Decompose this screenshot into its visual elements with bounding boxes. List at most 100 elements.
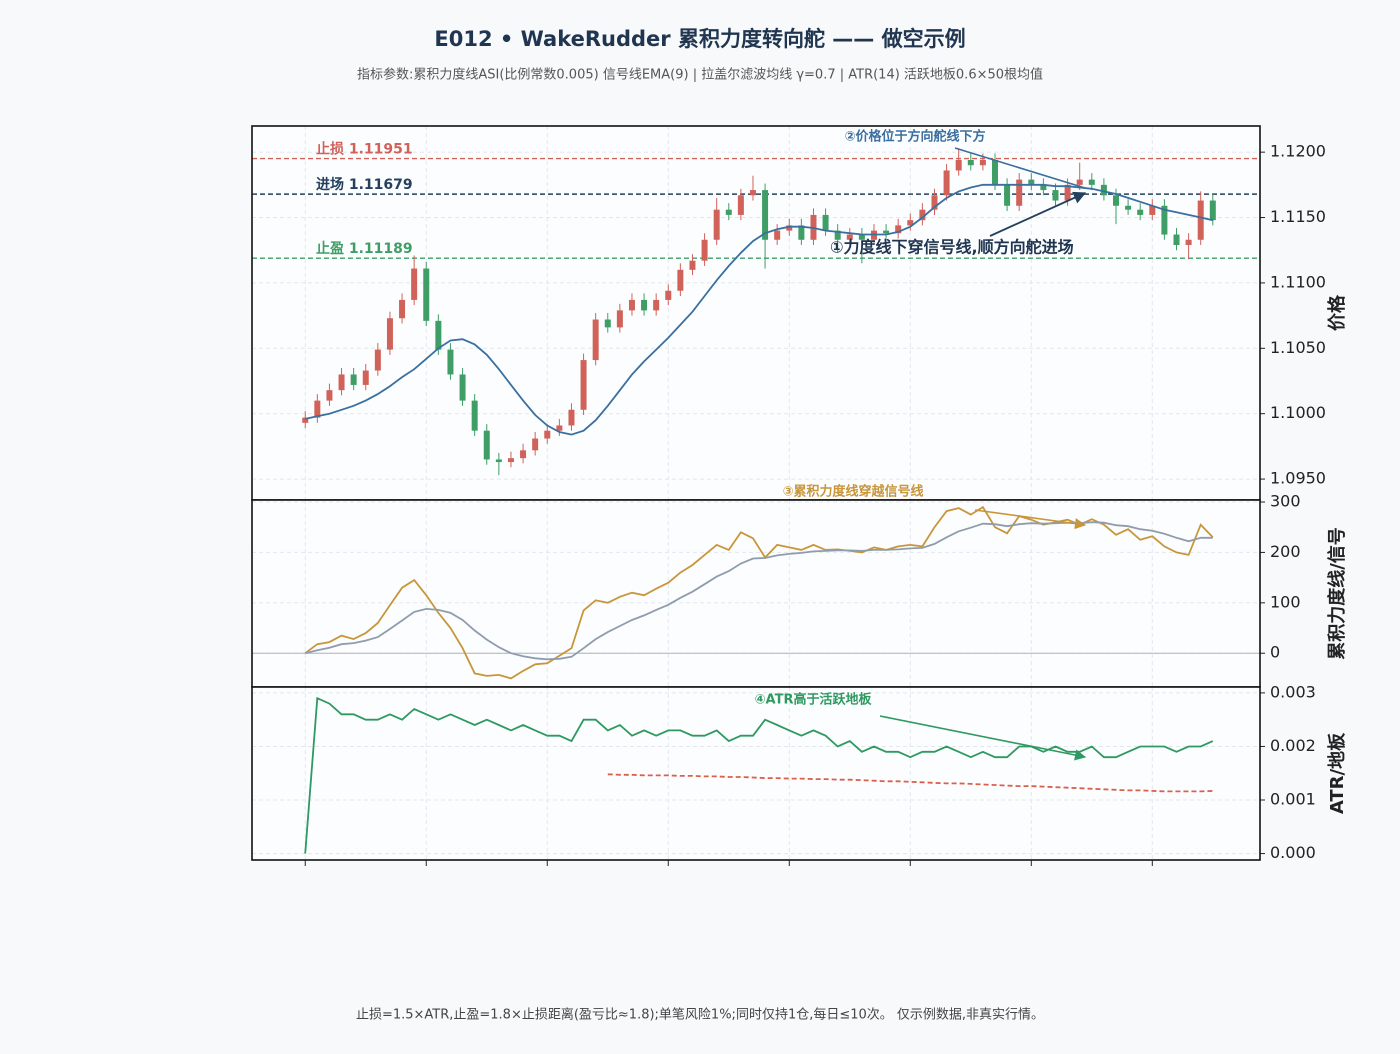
candle-body: [580, 360, 587, 410]
candle-body: [338, 374, 345, 391]
candle-body: [822, 214, 829, 231]
candle-body: [616, 310, 623, 328]
candle-body: [1016, 179, 1023, 206]
annotation: ③累积力度线穿越信号线: [782, 484, 923, 500]
candle-body: [556, 425, 563, 431]
candle-body: [786, 225, 793, 231]
level-label: 进场 1.11679: [316, 177, 413, 193]
candle-body: [435, 320, 442, 350]
level-label: 止损 1.11951: [316, 141, 413, 158]
y-tick-label: 200: [1270, 542, 1301, 561]
y-tick-label: 300: [1270, 492, 1301, 511]
candle-body: [1125, 205, 1132, 210]
y-tick-label: 1.1150: [1270, 207, 1326, 226]
candle-body: [725, 209, 732, 215]
candle-body: [314, 400, 321, 418]
candle-body: [326, 390, 333, 401]
candle-body: [1076, 179, 1083, 185]
chart-title: E012 • WakeRudder 累积力度转向舵 —— 做空示例: [434, 27, 965, 51]
candle-body: [907, 220, 914, 226]
y-tick-label: 1.1000: [1270, 403, 1326, 422]
candle-body: [641, 299, 648, 311]
candle-body: [483, 430, 490, 460]
candle-body: [919, 209, 926, 221]
y-tick-label: 0.001: [1270, 790, 1316, 809]
candle-body: [689, 260, 696, 270]
y-tick-label: 0.000: [1270, 843, 1316, 862]
candle-body: [737, 195, 744, 215]
candle-body: [1088, 179, 1095, 185]
candle-body: [1028, 179, 1035, 185]
candle-body: [1100, 184, 1107, 196]
candle-body: [423, 268, 430, 321]
candle-body: [1113, 195, 1119, 206]
annotation: ①力度线下穿信号线,顺方向舵进场: [830, 238, 1074, 257]
series-line: [607, 773, 1213, 793]
annotation-arrow: [954, 147, 1086, 189]
y-axis-label: ATR/地板: [1326, 732, 1348, 814]
candle-body: [544, 430, 551, 439]
candle-body: [967, 160, 974, 166]
candle-body: [931, 195, 938, 210]
filter-line: [305, 183, 1213, 436]
y-tick-label: 1.1050: [1270, 338, 1326, 357]
candle-body: [1185, 239, 1192, 245]
candle-body: [883, 230, 890, 234]
candle-body: [1149, 205, 1156, 215]
candle-body: [701, 239, 708, 261]
footer-note: 止损=1.5×ATR,止盈=1.8×止损距离(盈亏比≈1.8);单笔风险1%;同…: [356, 1007, 1044, 1023]
candle-body: [665, 290, 672, 300]
y-tick-label: 0.002: [1270, 736, 1316, 755]
candle-body: [1004, 184, 1011, 206]
annotation-arrow: [989, 191, 1087, 237]
candle-body: [399, 299, 406, 319]
candle-body: [1137, 209, 1144, 215]
candle-body: [592, 319, 599, 361]
y-tick-label: 1.1100: [1270, 272, 1326, 291]
candle-body: [495, 459, 502, 463]
candle-body: [991, 160, 998, 185]
annotation-arrow: [974, 509, 1087, 530]
candle-body: [677, 269, 684, 291]
candle-body: [713, 209, 720, 240]
y-tick-label: 100: [1270, 592, 1301, 611]
candle-body: [1064, 184, 1071, 201]
candle-body: [955, 160, 962, 171]
candle-body: [774, 230, 781, 240]
candle-body: [604, 319, 611, 328]
candle-body: [628, 299, 635, 311]
candle-body: [350, 374, 357, 385]
candle-body: [1173, 234, 1180, 245]
candle-body: [302, 417, 309, 423]
y-tick-label: 0.003: [1270, 682, 1316, 701]
candle-body: [653, 299, 660, 311]
panel-background: [252, 500, 1260, 687]
candle-body: [374, 349, 381, 371]
chart-subtitle: 指标参数:累积力度线ASI(比例常数0.005) 信号线EMA(9) | 拉盖尔…: [357, 67, 1043, 83]
candle-body: [979, 160, 986, 166]
candle-body: [846, 234, 853, 240]
y-tick-label: 1.1200: [1270, 142, 1326, 161]
candle-body: [471, 400, 478, 431]
candle-body: [749, 190, 756, 196]
candle-body: [943, 170, 950, 196]
plot-layer: 1.0950 1.1000 1.1050 1.1100 1.1150 1.1200 价格 止损…: [251, 125, 1348, 866]
y-tick-label: 0: [1270, 643, 1280, 662]
candle-body: [1161, 205, 1168, 235]
annotation-arrow: [879, 715, 1087, 761]
annotation: ②价格位于方向舵线下方: [844, 129, 985, 145]
panel-frame: [251, 686, 1261, 861]
candle-body: [1197, 200, 1204, 240]
candle-body: [834, 230, 841, 240]
level-label: 止盈 1.11189: [316, 240, 413, 257]
candle-body: [1052, 190, 1059, 201]
candle-body: [1040, 184, 1047, 191]
y-axis-label: 累积力度线/信号: [1326, 527, 1348, 660]
candle-body: [520, 450, 527, 459]
candle-body: [762, 190, 769, 240]
candle-body: [447, 349, 454, 375]
candle-body: [459, 374, 466, 401]
annotation: ④ATR高于活跃地板: [755, 692, 873, 708]
